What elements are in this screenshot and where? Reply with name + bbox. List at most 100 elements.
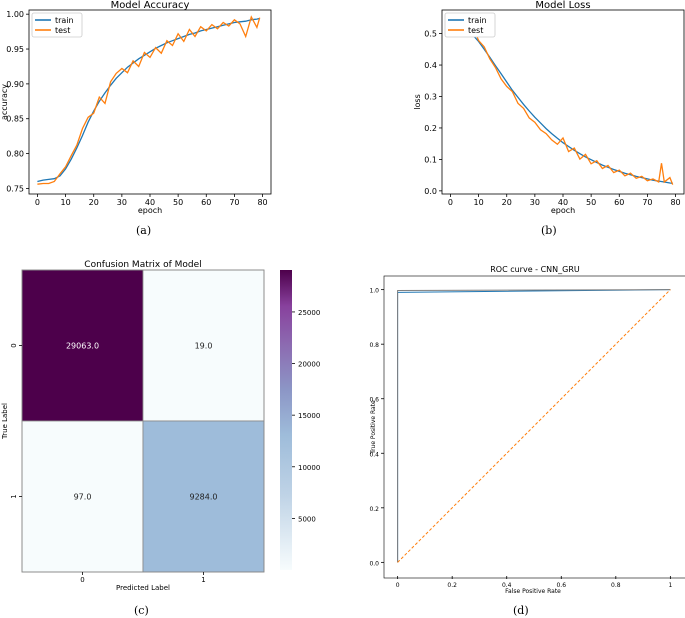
- caption-c: (c): [134, 604, 149, 617]
- loss-legend: train test: [444, 12, 496, 38]
- accuracy-title: Model Accuracy: [111, 0, 190, 11]
- x-tick-label: 0: [80, 576, 84, 584]
- x-tick-label: 60: [614, 198, 624, 207]
- x-tick-label: 1: [201, 576, 205, 584]
- roc-y-axis-ticks: 0.0 0.2 0.4 0.6 0.8 1.0: [369, 288, 384, 567]
- panel-b: Model Loss epoch loss 0 10 20 30 40 50 60 70 80 …: [413, 0, 685, 215]
- confusion-matrix-ticks: 0 1 0 1: [10, 343, 206, 584]
- colorbar: [280, 270, 292, 570]
- confusion-cell-label: 9284.0: [190, 493, 218, 502]
- panel-a: Model Accuracy epoch accuracy 0 10 20 30 40 5…: [0, 0, 272, 215]
- x-tick-label: 80: [670, 198, 680, 207]
- y-tick-label: 0.8: [369, 342, 379, 349]
- x-tick-label: 70: [642, 198, 652, 207]
- x-tick-label: 0.8: [611, 582, 621, 589]
- panel-c: Confusion Matrix of Model 29063.0 19.0 97.…: [1, 260, 320, 592]
- roc-ylabel: True Positive Rate: [370, 400, 377, 455]
- x-tick-label: 50: [173, 198, 183, 207]
- confusion-matrix-cells: 29063.0 19.0 97.0 9284.0: [21, 269, 265, 573]
- accuracy-legend: train test: [31, 12, 83, 38]
- x-tick-label: 0.6: [556, 582, 566, 589]
- loss-x-axis-ticks: 0 10 20 30 40 50 60 70 80: [448, 194, 681, 207]
- colorbar-tick-label: 10000: [298, 464, 320, 472]
- loss-ylabel: loss: [413, 94, 422, 109]
- loss-legend-box: [444, 12, 496, 38]
- x-tick-label: 10: [473, 198, 483, 207]
- roc-curve-lines: [397, 289, 671, 563]
- accuracy-series-lines: [37, 15, 261, 185]
- y-tick-label: 0.90: [6, 80, 24, 89]
- roc-xlabel: False Positive Rate: [505, 588, 561, 595]
- y-tick-label: 0.4: [369, 451, 379, 458]
- x-tick-label: 0: [448, 198, 453, 207]
- x-tick-label: 20: [89, 198, 99, 207]
- x-tick-label: 80: [257, 198, 267, 207]
- loss-plot-frame: [441, 9, 685, 195]
- x-tick-label: 40: [558, 198, 568, 207]
- roc-title: ROC curve - CNN_GRU: [490, 265, 580, 274]
- y-tick-label: 1: [10, 494, 18, 498]
- confusion-cell-label: 19.0: [195, 342, 213, 351]
- y-tick-label: 0.6: [369, 397, 379, 404]
- series-line-test: [37, 15, 261, 185]
- y-tick-label: 0.95: [6, 45, 24, 54]
- colorbar-tick-label: 5000: [298, 515, 316, 523]
- panel-d: ROC curve - CNN_GRU False Positive Rate …: [369, 265, 685, 595]
- accuracy-y-axis-ticks: 0.75 0.80 0.85 0.90 0.95 1.00: [6, 10, 29, 193]
- accuracy-legend-train-label: train: [55, 16, 74, 25]
- series-line-test: [472, 27, 674, 185]
- series-line-curve-1: [397, 289, 671, 563]
- x-tick-label: 50: [586, 198, 596, 207]
- y-tick-label: 0.80: [6, 150, 24, 159]
- accuracy-legend-box: [31, 12, 83, 38]
- caption-b: (b): [541, 224, 557, 237]
- x-tick-label: 70: [229, 198, 239, 207]
- colorbar-tick-label: 15000: [298, 412, 320, 420]
- roc-x-axis-ticks: 0 0.2 0.4 0.6 0.8 1: [396, 576, 672, 589]
- accuracy-x-axis-ticks: 0 10 20 30 40 50 60 70 80: [35, 194, 268, 207]
- x-tick-label: 0: [396, 582, 400, 589]
- loss-y-axis-ticks: 0.0 0.1 0.2 0.3 0.4 0.5: [424, 30, 442, 196]
- colorbar-ticks: 5000 10000 15000 20000 25000: [292, 309, 320, 523]
- y-tick-label: 0.2: [424, 124, 437, 133]
- x-tick-label: 10: [60, 198, 70, 207]
- x-tick-label: 30: [117, 198, 127, 207]
- confusion-cell-label: 29063.0: [66, 342, 99, 351]
- confusion-xlabel: Predicted Label: [116, 584, 170, 592]
- y-tick-label: 0.5: [424, 30, 437, 39]
- x-tick-label: 40: [145, 198, 155, 207]
- accuracy-xlabel: epoch: [138, 206, 162, 215]
- x-tick-label: 60: [201, 198, 211, 207]
- confusion-title: Confusion Matrix of Model: [84, 260, 201, 270]
- y-tick-label: 0.0: [369, 560, 379, 567]
- y-tick-label: 0.85: [6, 115, 24, 124]
- x-tick-label: 20: [502, 198, 512, 207]
- y-tick-label: 0.1: [424, 155, 437, 164]
- accuracy-legend-test-label: test: [55, 26, 70, 35]
- confusion-cell: [142, 269, 265, 422]
- loss-legend-test-label: test: [468, 26, 483, 35]
- y-tick-label: 1.00: [6, 10, 24, 19]
- x-tick-label: 30: [530, 198, 540, 207]
- loss-legend-train-label: train: [468, 16, 487, 25]
- roc-plot-frame: [383, 275, 685, 579]
- y-tick-label: 0.4: [424, 61, 437, 70]
- colorbar-tick-label: 20000: [298, 361, 320, 369]
- confusion-cell-label: 97.0: [74, 493, 92, 502]
- loss-xlabel: epoch: [551, 206, 575, 215]
- x-tick-label: 0.4: [502, 582, 512, 589]
- confusion-cell: [21, 420, 144, 573]
- y-tick-label: 0.0: [424, 187, 437, 196]
- y-tick-label: 0.3: [424, 92, 437, 101]
- caption-d: (d): [513, 604, 529, 617]
- x-tick-label: 0.2: [447, 582, 457, 589]
- y-tick-label: 0: [10, 343, 18, 347]
- x-tick-label: 0: [35, 198, 40, 207]
- confusion-ylabel: True Label: [1, 403, 9, 440]
- y-tick-label: 0.75: [6, 184, 24, 193]
- loss-series-lines: [472, 27, 674, 185]
- confusion-matrix-frame: [21, 269, 265, 573]
- y-tick-label: 0.2: [369, 506, 379, 513]
- caption-a: (a): [136, 224, 151, 237]
